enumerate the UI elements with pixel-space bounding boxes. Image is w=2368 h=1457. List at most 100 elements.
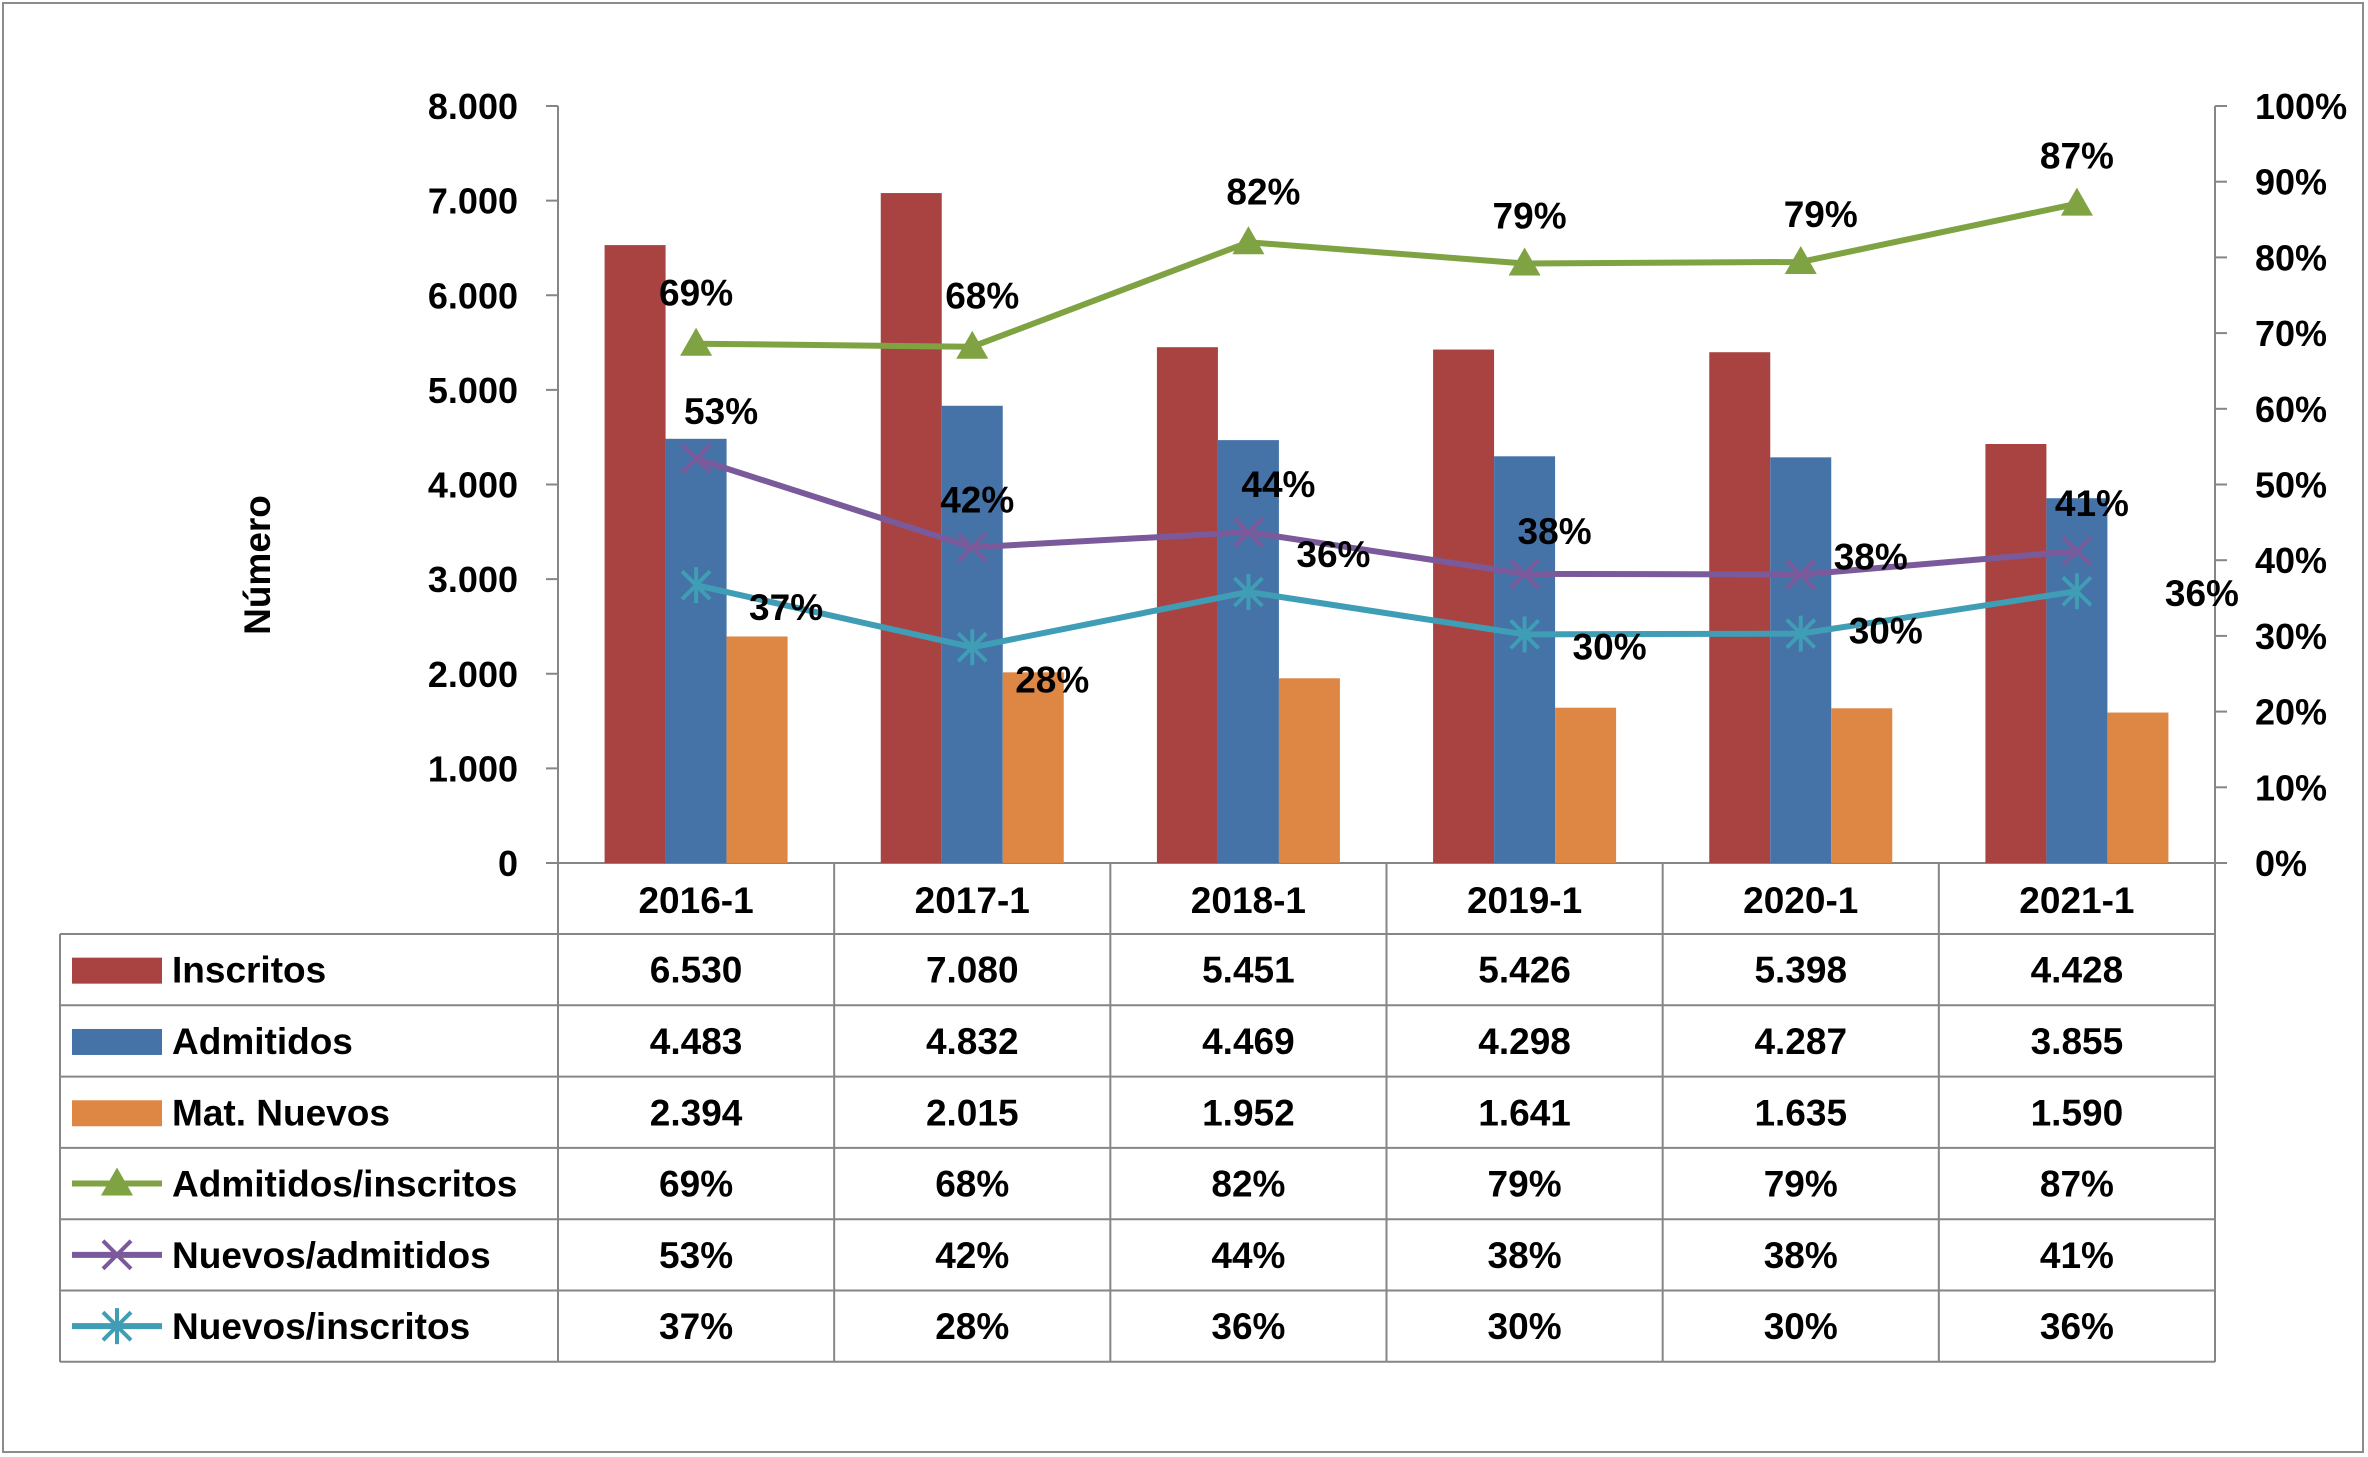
bar-inscritos [1709, 352, 1771, 863]
data-label: 38% [1834, 537, 1908, 578]
y-tick-label: 3.000 [428, 559, 518, 600]
marker-triangle [1232, 226, 1265, 255]
data-label: 68% [945, 276, 1019, 317]
marker-star [2061, 573, 2093, 610]
bar-inscritos [604, 245, 666, 863]
y2-tick-label: 50% [2255, 465, 2327, 506]
marker-triangle [1784, 245, 1817, 274]
table-cell: 2.015 [926, 1092, 1019, 1133]
data-label: 79% [1493, 195, 1567, 236]
table-cell: 4.483 [650, 1021, 743, 1062]
marker-x [101, 1239, 133, 1271]
table-cell: 38% [1764, 1235, 1838, 1276]
y2-tick-label: 90% [2255, 162, 2327, 203]
data-table-layer: 2016-1 2017-1 2018-1 2019-1 2020-1 2021-1 Insc… [59, 863, 2216, 1363]
bar-admitidos [2046, 498, 2108, 863]
marker-triangle [2060, 187, 2093, 216]
marker-star [956, 629, 988, 666]
legend-key-bar [72, 1100, 162, 1127]
line-nuevos-admitidos [695, 455, 2078, 578]
table-cell: 68% [935, 1164, 1009, 1205]
bars-layer [604, 193, 2169, 864]
table-cell: 1.952 [1202, 1092, 1295, 1133]
table-cell: 36% [2040, 1306, 2114, 1347]
axes-layer: 0 1.000 2.000 3.000 4.000 5.000 6.000 7.000 8.00… [428, 86, 2347, 884]
table-cell: 1.635 [1754, 1092, 1847, 1133]
category-label: 2019-1 [1467, 880, 1582, 921]
legend-label: Admitidos [172, 1021, 353, 1062]
data-label: 38% [1518, 511, 1592, 552]
y-axis-title: Número [237, 495, 278, 635]
marker-x [680, 443, 712, 475]
table-cell: 87% [2040, 1164, 2114, 1205]
data-label: 44% [1241, 464, 1315, 505]
marker-triangle [1508, 247, 1541, 276]
table-cell: 4.832 [926, 1021, 1019, 1062]
y-tick-label: 7.000 [428, 181, 518, 222]
y2-tick-label: 10% [2255, 767, 2327, 808]
marker-star [1509, 616, 1540, 653]
y-tick-label: 6.000 [428, 275, 518, 316]
category-label: 2017-1 [915, 880, 1030, 921]
bar-mat-nuevos [726, 636, 788, 863]
data-label: 36% [2165, 573, 2239, 614]
marker-star [1785, 615, 1817, 652]
marker-triangle [956, 330, 989, 359]
table-cell: 44% [1211, 1235, 1285, 1276]
table-cell: 1.641 [1478, 1092, 1571, 1133]
y-tick-label: 4.000 [428, 465, 518, 506]
data-label: 69% [659, 273, 733, 314]
bar-admitidos [1217, 440, 1279, 863]
data-label: 79% [1784, 194, 1858, 235]
legend-label: Nuevos/inscritos [172, 1306, 470, 1347]
data-label: 82% [1226, 171, 1300, 212]
line-admitidos-inscritos [696, 200, 2078, 350]
y-tick-label: 0 [498, 843, 518, 884]
table-cell: 42% [935, 1235, 1009, 1276]
y2-tick-label: 20% [2255, 692, 2327, 733]
bar-admitidos [1494, 456, 1556, 863]
data-label: 30% [1849, 611, 1923, 652]
marker-x [1509, 558, 1540, 590]
marker-triangle [680, 327, 713, 356]
category-label: 2020-1 [1743, 880, 1858, 921]
table-cell: 30% [1764, 1306, 1838, 1347]
table-cell: 79% [1764, 1164, 1838, 1205]
table-cell: 6.530 [650, 950, 743, 991]
legend-label: Nuevos/admitidos [172, 1235, 491, 1276]
table-cell: 30% [1488, 1306, 1562, 1347]
table-cell: 82% [1211, 1164, 1285, 1205]
marker-star [101, 1308, 133, 1345]
data-label: 42% [940, 479, 1014, 520]
table-cell: 2.394 [650, 1092, 743, 1133]
category-label: 2018-1 [1191, 880, 1306, 921]
table-cell: 79% [1488, 1164, 1562, 1205]
data-label: 37% [749, 587, 823, 628]
table-cell: 38% [1488, 1235, 1562, 1276]
table-cell: 4.428 [2031, 950, 2124, 991]
bar-inscritos [1433, 349, 1495, 863]
marker-x [2061, 535, 2093, 567]
table-cell: 37% [659, 1306, 733, 1347]
table-cell: 36% [1211, 1306, 1285, 1347]
table-cell: 5.426 [1478, 950, 1571, 991]
legend-key-bar [72, 957, 162, 984]
y2-tick-label: 30% [2255, 616, 2327, 657]
legend-label: Inscritos [172, 950, 326, 991]
bar-mat-nuevos [1555, 707, 1617, 863]
legend-label: Admitidos/inscritos [172, 1164, 517, 1205]
marker-x [1233, 516, 1264, 548]
data-label: 36% [1296, 534, 1370, 575]
y2-tick-label: 70% [2255, 313, 2327, 354]
y-tick-label: 5.000 [428, 370, 518, 411]
table-cell: 4.469 [1202, 1021, 1295, 1062]
y2-tick-label: 0% [2255, 843, 2307, 884]
y-tick-label: 1.000 [428, 748, 518, 789]
marker-triangle [101, 1167, 133, 1196]
y-tick-label: 2.000 [428, 654, 518, 695]
y2-tick-label: 100% [2255, 86, 2347, 127]
bar-mat-nuevos [1278, 678, 1340, 863]
table-cell: 5.451 [1202, 950, 1295, 991]
table-cell: 3.855 [2031, 1021, 2124, 1062]
data-label: 53% [684, 391, 758, 432]
